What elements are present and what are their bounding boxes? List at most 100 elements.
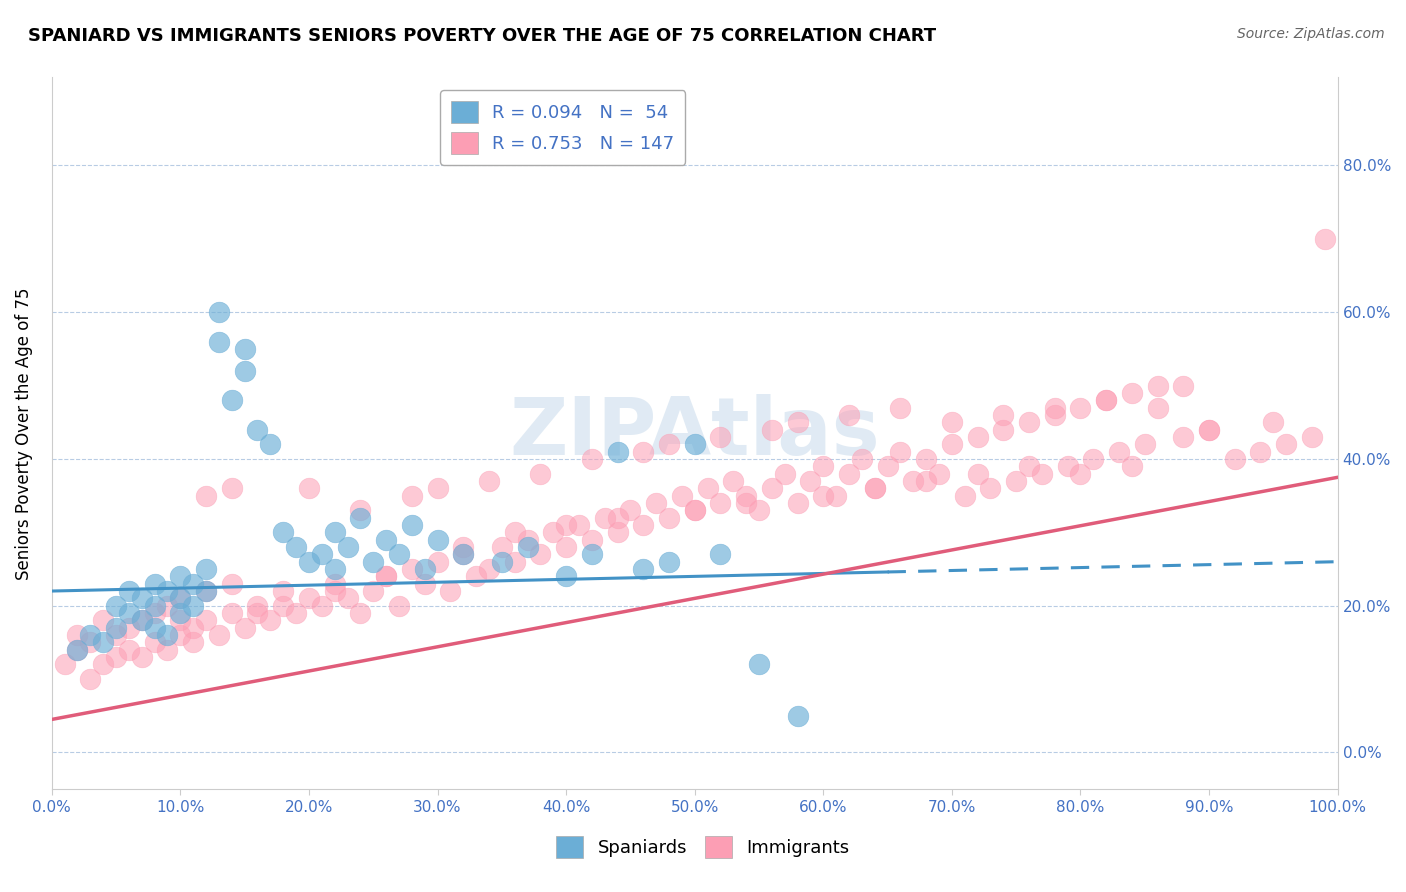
Point — [581, 533, 603, 547]
Point — [323, 562, 346, 576]
Point — [529, 467, 551, 481]
Point — [1069, 467, 1091, 481]
Point — [271, 599, 294, 613]
Point — [208, 334, 231, 349]
Point — [181, 621, 204, 635]
Point — [683, 503, 706, 517]
Point — [118, 606, 141, 620]
Point — [451, 540, 474, 554]
Point — [143, 606, 166, 620]
Point — [516, 540, 538, 554]
Point — [1108, 444, 1130, 458]
Point — [709, 496, 731, 510]
Point — [349, 503, 371, 517]
Point — [246, 599, 269, 613]
Point — [66, 642, 89, 657]
Point — [735, 496, 758, 510]
Point — [683, 503, 706, 517]
Point — [1043, 401, 1066, 415]
Point — [375, 533, 398, 547]
Point — [131, 591, 153, 606]
Point — [221, 606, 243, 620]
Point — [683, 437, 706, 451]
Point — [118, 621, 141, 635]
Point — [79, 628, 101, 642]
Point — [91, 657, 114, 672]
Point — [336, 591, 359, 606]
Point — [709, 430, 731, 444]
Point — [79, 635, 101, 649]
Point — [181, 635, 204, 649]
Point — [451, 547, 474, 561]
Text: SPANIARD VS IMMIGRANTS SENIORS POVERTY OVER THE AGE OF 75 CORRELATION CHART: SPANIARD VS IMMIGRANTS SENIORS POVERTY O… — [28, 27, 936, 45]
Point — [773, 467, 796, 481]
Point — [1121, 459, 1143, 474]
Point — [838, 467, 860, 481]
Point — [323, 584, 346, 599]
Point — [181, 576, 204, 591]
Point — [825, 489, 848, 503]
Point — [143, 621, 166, 635]
Point — [118, 584, 141, 599]
Point — [1223, 452, 1246, 467]
Point — [388, 547, 411, 561]
Point — [555, 569, 578, 583]
Point — [838, 408, 860, 422]
Point — [105, 628, 128, 642]
Point — [941, 437, 963, 451]
Point — [311, 547, 333, 561]
Point — [813, 489, 835, 503]
Point — [323, 525, 346, 540]
Point — [195, 614, 218, 628]
Point — [401, 489, 423, 503]
Point — [156, 642, 179, 657]
Point — [1173, 430, 1195, 444]
Point — [889, 444, 911, 458]
Point — [361, 555, 384, 569]
Point — [195, 584, 218, 599]
Point — [401, 562, 423, 576]
Point — [439, 584, 461, 599]
Point — [208, 305, 231, 319]
Point — [723, 474, 745, 488]
Point — [503, 525, 526, 540]
Point — [606, 510, 628, 524]
Point — [271, 584, 294, 599]
Point — [1069, 401, 1091, 415]
Point — [169, 591, 191, 606]
Point — [619, 503, 641, 517]
Point — [928, 467, 950, 481]
Point — [1275, 437, 1298, 451]
Point — [799, 474, 821, 488]
Point — [1121, 386, 1143, 401]
Y-axis label: Seniors Poverty Over the Age of 75: Seniors Poverty Over the Age of 75 — [15, 287, 32, 580]
Point — [581, 452, 603, 467]
Point — [786, 415, 808, 429]
Point — [426, 555, 449, 569]
Point — [1005, 474, 1028, 488]
Text: ZIPAtlas: ZIPAtlas — [509, 394, 880, 472]
Point — [863, 481, 886, 495]
Point — [413, 576, 436, 591]
Point — [555, 540, 578, 554]
Point — [541, 525, 564, 540]
Text: Source: ZipAtlas.com: Source: ZipAtlas.com — [1237, 27, 1385, 41]
Point — [1173, 378, 1195, 392]
Point — [246, 606, 269, 620]
Point — [979, 481, 1001, 495]
Point — [246, 423, 269, 437]
Point — [941, 415, 963, 429]
Point — [1056, 459, 1078, 474]
Point — [143, 576, 166, 591]
Point — [465, 569, 488, 583]
Point — [143, 635, 166, 649]
Point — [516, 533, 538, 547]
Point — [208, 628, 231, 642]
Point — [761, 481, 783, 495]
Point — [645, 496, 668, 510]
Point — [156, 628, 179, 642]
Point — [1083, 452, 1105, 467]
Point — [53, 657, 76, 672]
Point — [105, 599, 128, 613]
Point — [66, 628, 89, 642]
